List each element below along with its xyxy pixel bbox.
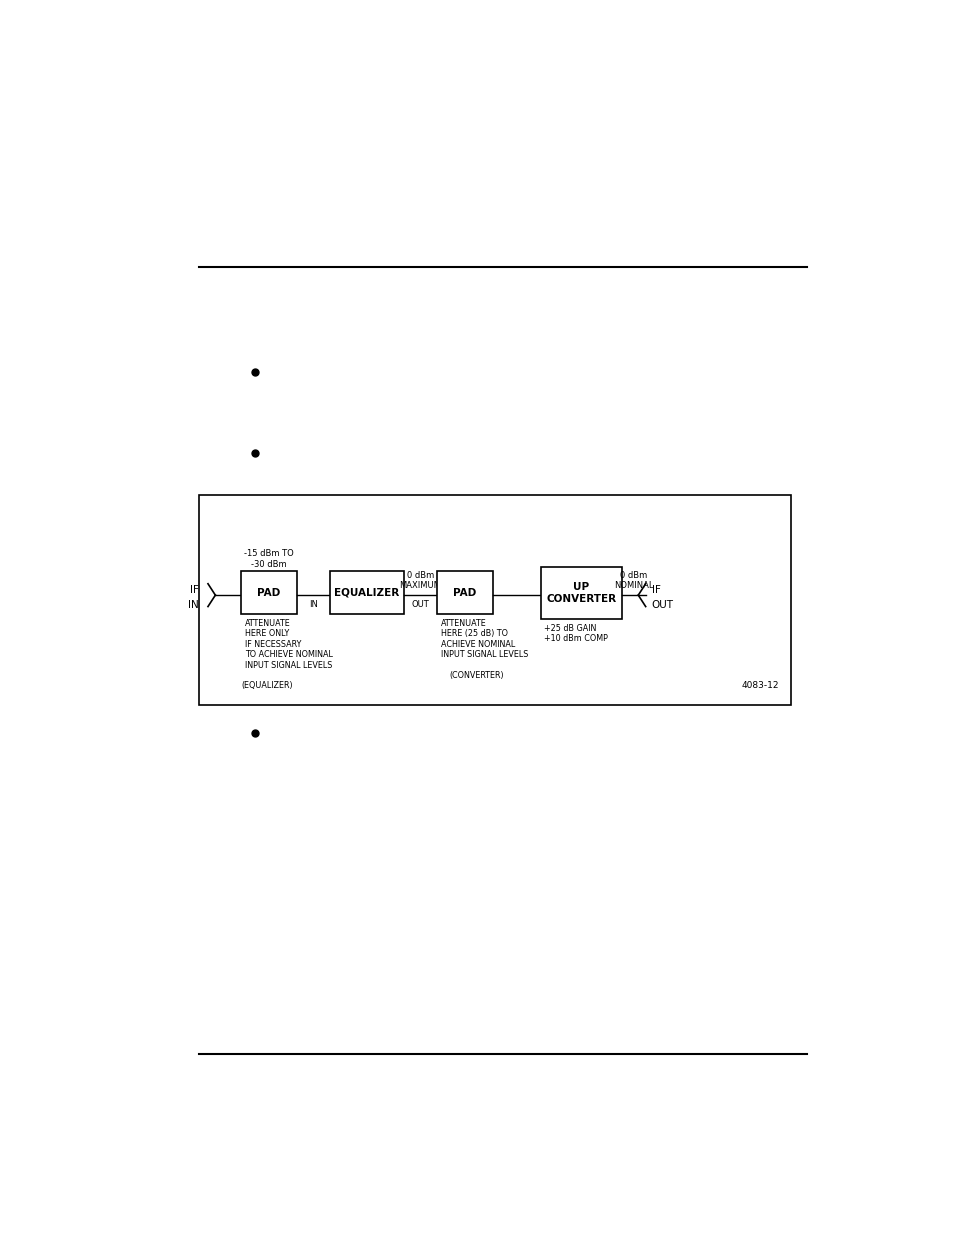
Text: ATTENUATE
HERE (25 dB) TO
ACHIEVE NOMINAL
INPUT SIGNAL LEVELS: ATTENUATE HERE (25 dB) TO ACHIEVE NOMINA…: [440, 619, 528, 659]
Text: IF: IF: [651, 585, 659, 595]
Text: IN: IN: [309, 600, 317, 609]
Text: PAD: PAD: [257, 588, 280, 598]
Text: IN: IN: [188, 600, 199, 610]
Text: 4083-12: 4083-12: [741, 682, 779, 690]
Bar: [241, 572, 296, 614]
Text: 0 dBm
MAXIMUM: 0 dBm MAXIMUM: [399, 571, 441, 590]
Text: ATTENUATE
HERE ONLY
IF NECESSARY
TO ACHIEVE NOMINAL
INPUT SIGNAL LEVELS: ATTENUATE HERE ONLY IF NECESSARY TO ACHI…: [245, 619, 333, 669]
Bar: [330, 572, 403, 614]
Bar: [199, 495, 790, 704]
Text: EQUALIZER: EQUALIZER: [334, 588, 399, 598]
Text: IF: IF: [190, 585, 199, 595]
Text: OUT: OUT: [651, 600, 673, 610]
Text: UP
CONVERTER: UP CONVERTER: [546, 582, 616, 604]
Bar: [540, 567, 621, 619]
Bar: [436, 572, 492, 614]
Text: PAD: PAD: [453, 588, 476, 598]
Text: +25 dB GAIN
+10 dBm COMP: +25 dB GAIN +10 dBm COMP: [544, 624, 608, 643]
Text: -15 dBm TO
-30 dBm: -15 dBm TO -30 dBm: [244, 550, 294, 568]
Text: (EQUALIZER): (EQUALIZER): [241, 680, 293, 689]
Text: (CONVERTER): (CONVERTER): [449, 672, 503, 680]
Text: OUT: OUT: [412, 600, 429, 609]
Text: 0 dBm
NOMINAL: 0 dBm NOMINAL: [614, 571, 653, 590]
